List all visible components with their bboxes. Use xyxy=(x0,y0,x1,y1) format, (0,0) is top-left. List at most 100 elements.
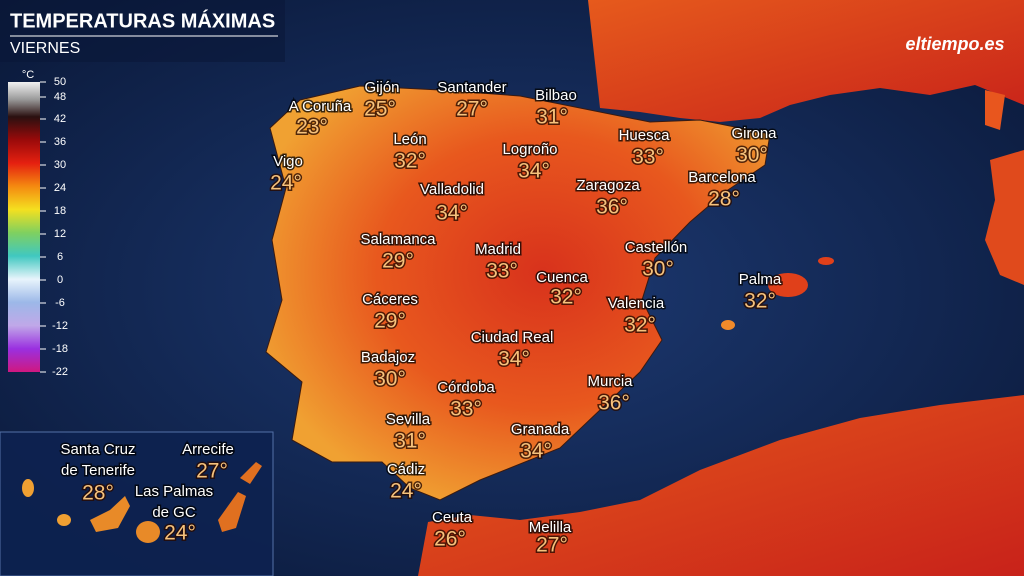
legend-label: -22 xyxy=(52,366,68,378)
city-name: Las Palmas xyxy=(135,483,213,500)
legend-label: 0 xyxy=(57,274,63,286)
legend-label: 50 xyxy=(54,76,66,88)
city-name: Valladolid xyxy=(420,181,484,198)
city-temp: 32° xyxy=(624,314,656,337)
island xyxy=(90,496,130,532)
city-temp: 27° xyxy=(536,534,568,557)
city-name: Barcelona xyxy=(688,169,756,186)
title: TEMPERATURAS MÁXIMAS xyxy=(10,9,275,32)
legend-label: -12 xyxy=(52,320,68,332)
city-name: Arrecife xyxy=(182,441,234,458)
sardinia xyxy=(985,150,1024,285)
city-temp: 26° xyxy=(434,528,466,551)
city-name: Santander xyxy=(437,79,506,96)
city-temp: 28° xyxy=(82,482,114,505)
legend-label: 48 xyxy=(54,91,66,103)
subtitle: VIERNES xyxy=(10,40,80,57)
island xyxy=(240,462,262,484)
city-name: Badajoz xyxy=(361,349,415,366)
france xyxy=(588,0,1024,122)
city-temp: 27° xyxy=(456,98,488,121)
city-temp: 33° xyxy=(486,260,518,283)
city-temp: 33° xyxy=(450,398,482,421)
city-name: Madrid xyxy=(475,241,521,258)
city-temp: 24° xyxy=(270,172,302,195)
legend-label: 42 xyxy=(54,113,66,125)
city-name: Girona xyxy=(731,125,777,142)
city-temp: 27° xyxy=(196,460,228,483)
city-name: Palma xyxy=(739,271,782,288)
menorca xyxy=(818,257,834,265)
city-name: Bilbao xyxy=(535,87,577,104)
city-temp: 24° xyxy=(390,480,422,503)
legend-label: 12 xyxy=(54,228,66,240)
city-temp: 34° xyxy=(436,202,468,225)
city-temp: 23° xyxy=(296,116,328,139)
title-panel xyxy=(0,0,285,62)
city-name: Granada xyxy=(511,421,570,438)
legend-label: 24 xyxy=(54,182,66,194)
island xyxy=(22,479,34,497)
canarias-inset xyxy=(0,431,274,576)
city-temp: 34° xyxy=(518,160,550,183)
africa xyxy=(418,395,1024,576)
city-name: León xyxy=(393,131,426,148)
city-name: Cáceres xyxy=(362,291,418,308)
legend-label: 30 xyxy=(54,159,66,171)
city-name: A Coruña xyxy=(289,98,352,115)
corsica xyxy=(985,90,1005,130)
city-temp: 32° xyxy=(550,286,582,309)
city-temp: 24° xyxy=(164,522,196,545)
city-name: Melilla xyxy=(529,519,572,536)
city-name: Santa Cruz xyxy=(60,441,135,458)
legend-label: 36 xyxy=(54,136,66,148)
city-name: Murcia xyxy=(587,373,633,390)
logo: eltiempo.es xyxy=(905,34,1004,54)
city-temp: 34° xyxy=(520,440,552,463)
city-name: Córdoba xyxy=(437,379,495,396)
city-temp: 30° xyxy=(736,144,768,167)
city-name: Zaragoza xyxy=(576,177,640,194)
mallorca xyxy=(768,273,808,297)
city-name: Ciudad Real xyxy=(471,329,554,346)
island xyxy=(218,492,246,532)
city-name: de Tenerife xyxy=(61,462,135,479)
city-temp: 28° xyxy=(708,188,740,211)
city-temp: 30° xyxy=(374,368,406,391)
city-name: Huesca xyxy=(619,127,671,144)
city-name: Castellón xyxy=(625,239,688,256)
city-temp: 36° xyxy=(596,196,628,219)
city-temp: 34° xyxy=(498,348,530,371)
city-name: Cádiz xyxy=(387,461,425,478)
island xyxy=(57,514,71,526)
city-name: Logroño xyxy=(502,141,557,158)
city-temp: 33° xyxy=(632,146,664,169)
legend-label: -6 xyxy=(55,297,65,309)
city-temp: 31° xyxy=(536,106,568,129)
city-temp: 36° xyxy=(598,392,630,415)
legend-label: -18 xyxy=(52,343,68,355)
city-name: Vigo xyxy=(273,153,303,170)
legend-label: 6 xyxy=(57,251,63,263)
city-name: Gijón xyxy=(364,79,399,96)
legend-label: 18 xyxy=(54,205,66,217)
city-temp: 30° xyxy=(642,258,674,281)
city-name: Sevilla xyxy=(386,411,431,428)
legend-unit: °C xyxy=(22,69,34,81)
city-name: Ceuta xyxy=(432,509,473,526)
city-name: de GC xyxy=(152,504,196,521)
iberia xyxy=(265,85,771,501)
city-temp: 25° xyxy=(364,98,396,121)
city-name: Salamanca xyxy=(360,231,436,248)
city-temp: 31° xyxy=(394,430,426,453)
island xyxy=(136,521,160,543)
city-temp: 32° xyxy=(744,290,776,313)
city-name: Valencia xyxy=(608,295,665,312)
legend-scale xyxy=(8,82,40,372)
ibiza xyxy=(721,320,735,330)
city-temp: 29° xyxy=(382,250,414,273)
city-name: Cuenca xyxy=(536,269,588,286)
city-temp: 32° xyxy=(394,150,426,173)
